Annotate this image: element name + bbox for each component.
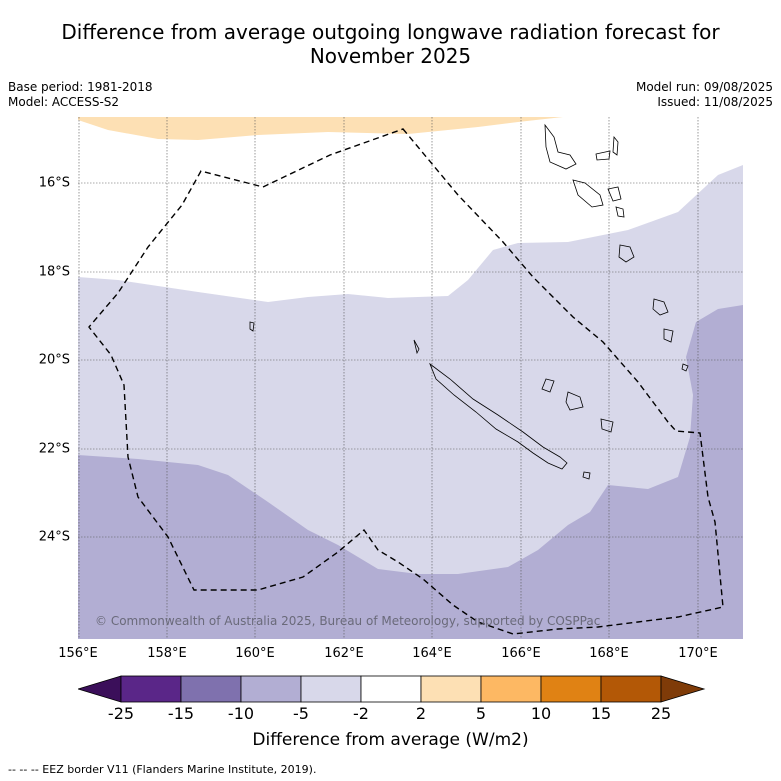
base-period-text: Base period: 1981-2018 — [8, 80, 153, 94]
map-panel — [78, 117, 743, 639]
x-tick: 162°E — [324, 646, 364, 661]
colorbar-tick: 2 — [415, 704, 427, 723]
colorbar-segment — [180, 675, 242, 703]
colorbar-tick: 15 — [590, 704, 612, 723]
x-tick: 160°E — [235, 646, 275, 661]
loyalty-island-2 — [565, 391, 584, 411]
model-text: Model: ACCESS-S2 — [8, 95, 120, 109]
x-tick: 166°E — [501, 646, 541, 661]
issued-text: Issued: 11/08/2025 — [657, 95, 773, 109]
colorbar-tick: -2 — [353, 704, 369, 723]
colorbar-extension-low — [78, 675, 122, 703]
y-tick: 20°S — [38, 352, 70, 368]
colorbar-tick: 10 — [530, 704, 552, 723]
island-north-nc — [413, 339, 420, 355]
loyalty-island-1 — [541, 378, 555, 393]
islands — [249, 123, 689, 480]
colorbar-segment — [600, 675, 662, 703]
colorbar-segment — [480, 675, 542, 703]
vanuatu-4 — [572, 179, 604, 208]
y-tick: 18°S — [38, 264, 70, 280]
title-line-1: Difference from average outgoing longwav… — [61, 20, 720, 44]
footnote: -- -- -- EEZ border V11 (Flanders Marine… — [8, 763, 317, 776]
y-tick: 16°S — [38, 175, 70, 191]
vanuatu-6 — [615, 206, 625, 218]
vanuatu-3 — [612, 135, 619, 156]
small-island-1 — [681, 363, 689, 372]
x-tick: 158°E — [147, 646, 187, 661]
vanuatu-1 — [544, 123, 577, 170]
vanuatu-7 — [618, 244, 635, 263]
positive-anomaly-region — [78, 117, 563, 140]
vanuatu-2 — [595, 150, 611, 161]
colorbar-tick: -5 — [293, 704, 309, 723]
moderate-negative-region — [78, 305, 743, 639]
vanuatu-5 — [607, 186, 622, 202]
vanuatu-9 — [663, 328, 674, 343]
x-tick: 164°E — [412, 646, 452, 661]
model-run-text: Model run: 09/08/2025 — [635, 80, 773, 94]
colorbar-tick: -25 — [107, 704, 135, 723]
colorbar-tick: 25 — [650, 704, 672, 723]
x-tick: 168°E — [589, 646, 629, 661]
meta-right: Model run: 09/08/2025 Issued: 11/08/2025 — [636, 80, 773, 110]
colorbar-segment — [300, 675, 362, 703]
colorbar — [78, 675, 706, 703]
colorbar-segment — [540, 675, 602, 703]
y-tick: 24°S — [38, 529, 70, 545]
colorbar-segment — [240, 675, 302, 703]
copyright-text: © Commonwealth of Australia 2025, Bureau… — [95, 614, 601, 628]
colorbar-segment — [360, 675, 422, 703]
small-island-2 — [249, 321, 255, 332]
graticule — [78, 117, 743, 639]
colorbar-tick: 5 — [475, 704, 487, 723]
y-tick: 22°S — [38, 441, 70, 457]
colorbar-segment — [120, 675, 182, 703]
x-tick: 170°E — [678, 646, 718, 661]
meta-left: Base period: 1981-2018 Model: ACCESS-S2 — [8, 80, 153, 110]
vanuatu-8 — [652, 298, 669, 316]
isle-of-pines — [582, 471, 591, 480]
colorbar-extension-high — [660, 675, 706, 703]
x-tick: 156°E — [58, 646, 98, 661]
colorbar-tick: -10 — [227, 704, 255, 723]
new-caledonia — [429, 362, 568, 470]
colorbar-tick: -15 — [167, 704, 195, 723]
colorbar-segment — [420, 675, 482, 703]
colorbar-label: Difference from average (W/m2) — [252, 730, 529, 750]
colorbar-segments — [78, 675, 706, 703]
title-line-2: November 2025 — [309, 44, 472, 68]
loyalty-island-3 — [600, 418, 614, 433]
chart-title: Difference from average outgoing longwav… — [0, 20, 781, 68]
